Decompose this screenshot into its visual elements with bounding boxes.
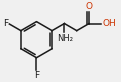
Text: OH: OH: [102, 19, 116, 28]
Text: NH₂: NH₂: [57, 34, 73, 43]
Text: O: O: [86, 2, 93, 11]
Text: F: F: [3, 19, 8, 28]
Text: F: F: [34, 72, 39, 80]
